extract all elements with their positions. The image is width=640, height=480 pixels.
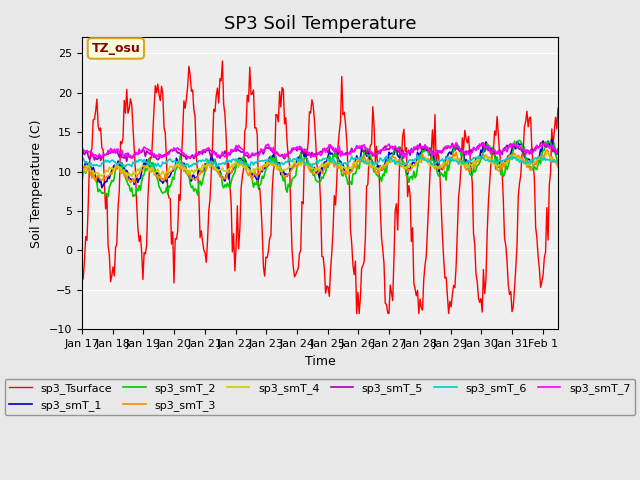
sp3_smT_3 <box>554 165 562 170</box>
Text: TZ_osu: TZ_osu <box>92 42 140 55</box>
sp3_smT_4 <box>94 170 102 176</box>
sp3_smT_7 <box>109 149 117 155</box>
sp3_smT_4 <box>419 157 426 163</box>
sp3_smT_1 <box>553 151 561 157</box>
sp3_smT_3 <box>324 162 332 168</box>
Line: sp3_smT_5: sp3_smT_5 <box>82 142 558 161</box>
sp3_smT_4 <box>544 150 552 156</box>
sp3_smT_6 <box>491 159 499 165</box>
sp3_smT_3 <box>127 180 134 185</box>
sp3_smT_5 <box>553 149 561 155</box>
sp3_smT_6 <box>324 157 332 163</box>
sp3_Tsurface <box>94 123 102 129</box>
sp3_smT_2 <box>419 147 426 153</box>
sp3_smT_2 <box>104 194 112 200</box>
sp3_smT_7 <box>324 145 332 151</box>
sp3_smT_6 <box>413 153 421 158</box>
sp3_smT_5 <box>324 150 332 156</box>
sp3_smT_1 <box>548 136 556 142</box>
sp3_smT_1 <box>419 147 426 153</box>
sp3_Tsurface <box>353 311 360 316</box>
sp3_smT_6 <box>94 163 102 169</box>
sp3_smT_1 <box>78 170 86 176</box>
sp3_smT_7 <box>452 140 460 145</box>
Line: sp3_smT_2: sp3_smT_2 <box>82 141 558 197</box>
sp3_smT_2 <box>554 162 562 168</box>
sp3_smT_5 <box>490 146 497 152</box>
X-axis label: Time: Time <box>305 355 335 368</box>
sp3_smT_5 <box>78 153 86 158</box>
sp3_smT_7 <box>78 146 86 152</box>
sp3_smT_2 <box>490 149 497 155</box>
sp3_smT_4 <box>78 165 86 170</box>
sp3_smT_1 <box>94 174 102 180</box>
sp3_smT_2 <box>94 189 102 194</box>
sp3_smT_1 <box>324 154 332 159</box>
sp3_smT_4 <box>490 158 497 164</box>
sp3_Tsurface <box>554 105 562 111</box>
sp3_smT_6 <box>78 156 86 162</box>
sp3_smT_7 <box>491 147 499 153</box>
sp3_smT_6 <box>109 157 117 163</box>
sp3_smT_5 <box>123 158 131 164</box>
sp3_smT_4 <box>128 174 136 180</box>
sp3_smT_7 <box>553 150 561 156</box>
sp3_smT_2 <box>324 164 332 170</box>
sp3_smT_5 <box>419 144 426 150</box>
sp3_Tsurface <box>324 284 332 290</box>
sp3_smT_6 <box>420 155 428 161</box>
sp3_smT_7 <box>554 146 562 152</box>
sp3_smT_2 <box>553 155 561 161</box>
sp3_smT_2 <box>516 138 524 144</box>
sp3_Tsurface <box>553 126 561 132</box>
sp3_smT_1 <box>98 185 106 191</box>
sp3_smT_3 <box>419 151 426 157</box>
sp3_smT_7 <box>419 144 426 149</box>
sp3_smT_4 <box>553 160 561 166</box>
sp3_smT_5 <box>538 139 546 145</box>
sp3_smT_3 <box>94 172 102 178</box>
sp3_smT_4 <box>324 158 332 164</box>
Y-axis label: Soil Temperature (C): Soil Temperature (C) <box>30 119 44 248</box>
sp3_smT_7 <box>128 156 136 161</box>
sp3_smT_2 <box>78 180 86 185</box>
sp3_Tsurface <box>109 264 117 270</box>
sp3_smT_2 <box>111 175 118 180</box>
sp3_smT_3 <box>109 167 117 173</box>
sp3_smT_4 <box>109 166 117 171</box>
sp3_smT_3 <box>78 169 86 175</box>
sp3_smT_3 <box>553 161 561 167</box>
sp3_smT_1 <box>111 162 118 168</box>
Line: sp3_Tsurface: sp3_Tsurface <box>82 61 558 313</box>
Title: SP3 Soil Temperature: SP3 Soil Temperature <box>224 15 416 33</box>
Legend: sp3_Tsurface, sp3_smT_1, sp3_smT_2, sp3_smT_3, sp3_smT_4, sp3_smT_5, sp3_smT_6, : sp3_Tsurface, sp3_smT_1, sp3_smT_2, sp3_… <box>5 379 635 415</box>
sp3_smT_5 <box>94 156 102 162</box>
sp3_Tsurface <box>491 128 499 134</box>
sp3_Tsurface <box>78 273 86 279</box>
sp3_smT_4 <box>554 161 562 167</box>
sp3_smT_6 <box>553 158 561 164</box>
Line: sp3_smT_7: sp3_smT_7 <box>82 143 558 158</box>
Line: sp3_smT_1: sp3_smT_1 <box>82 139 558 188</box>
sp3_smT_5 <box>109 150 117 156</box>
sp3_smT_7 <box>94 153 102 159</box>
sp3_smT_6 <box>185 164 193 170</box>
Line: sp3_smT_4: sp3_smT_4 <box>82 153 558 177</box>
Line: sp3_smT_3: sp3_smT_3 <box>82 150 558 182</box>
sp3_smT_1 <box>554 149 562 155</box>
sp3_smT_3 <box>490 161 497 167</box>
sp3_smT_5 <box>554 148 562 154</box>
Line: sp3_smT_6: sp3_smT_6 <box>82 156 558 167</box>
sp3_smT_6 <box>554 161 562 167</box>
sp3_Tsurface <box>219 58 227 64</box>
sp3_smT_1 <box>490 148 497 154</box>
sp3_Tsurface <box>420 276 428 282</box>
sp3_smT_3 <box>543 147 550 153</box>
